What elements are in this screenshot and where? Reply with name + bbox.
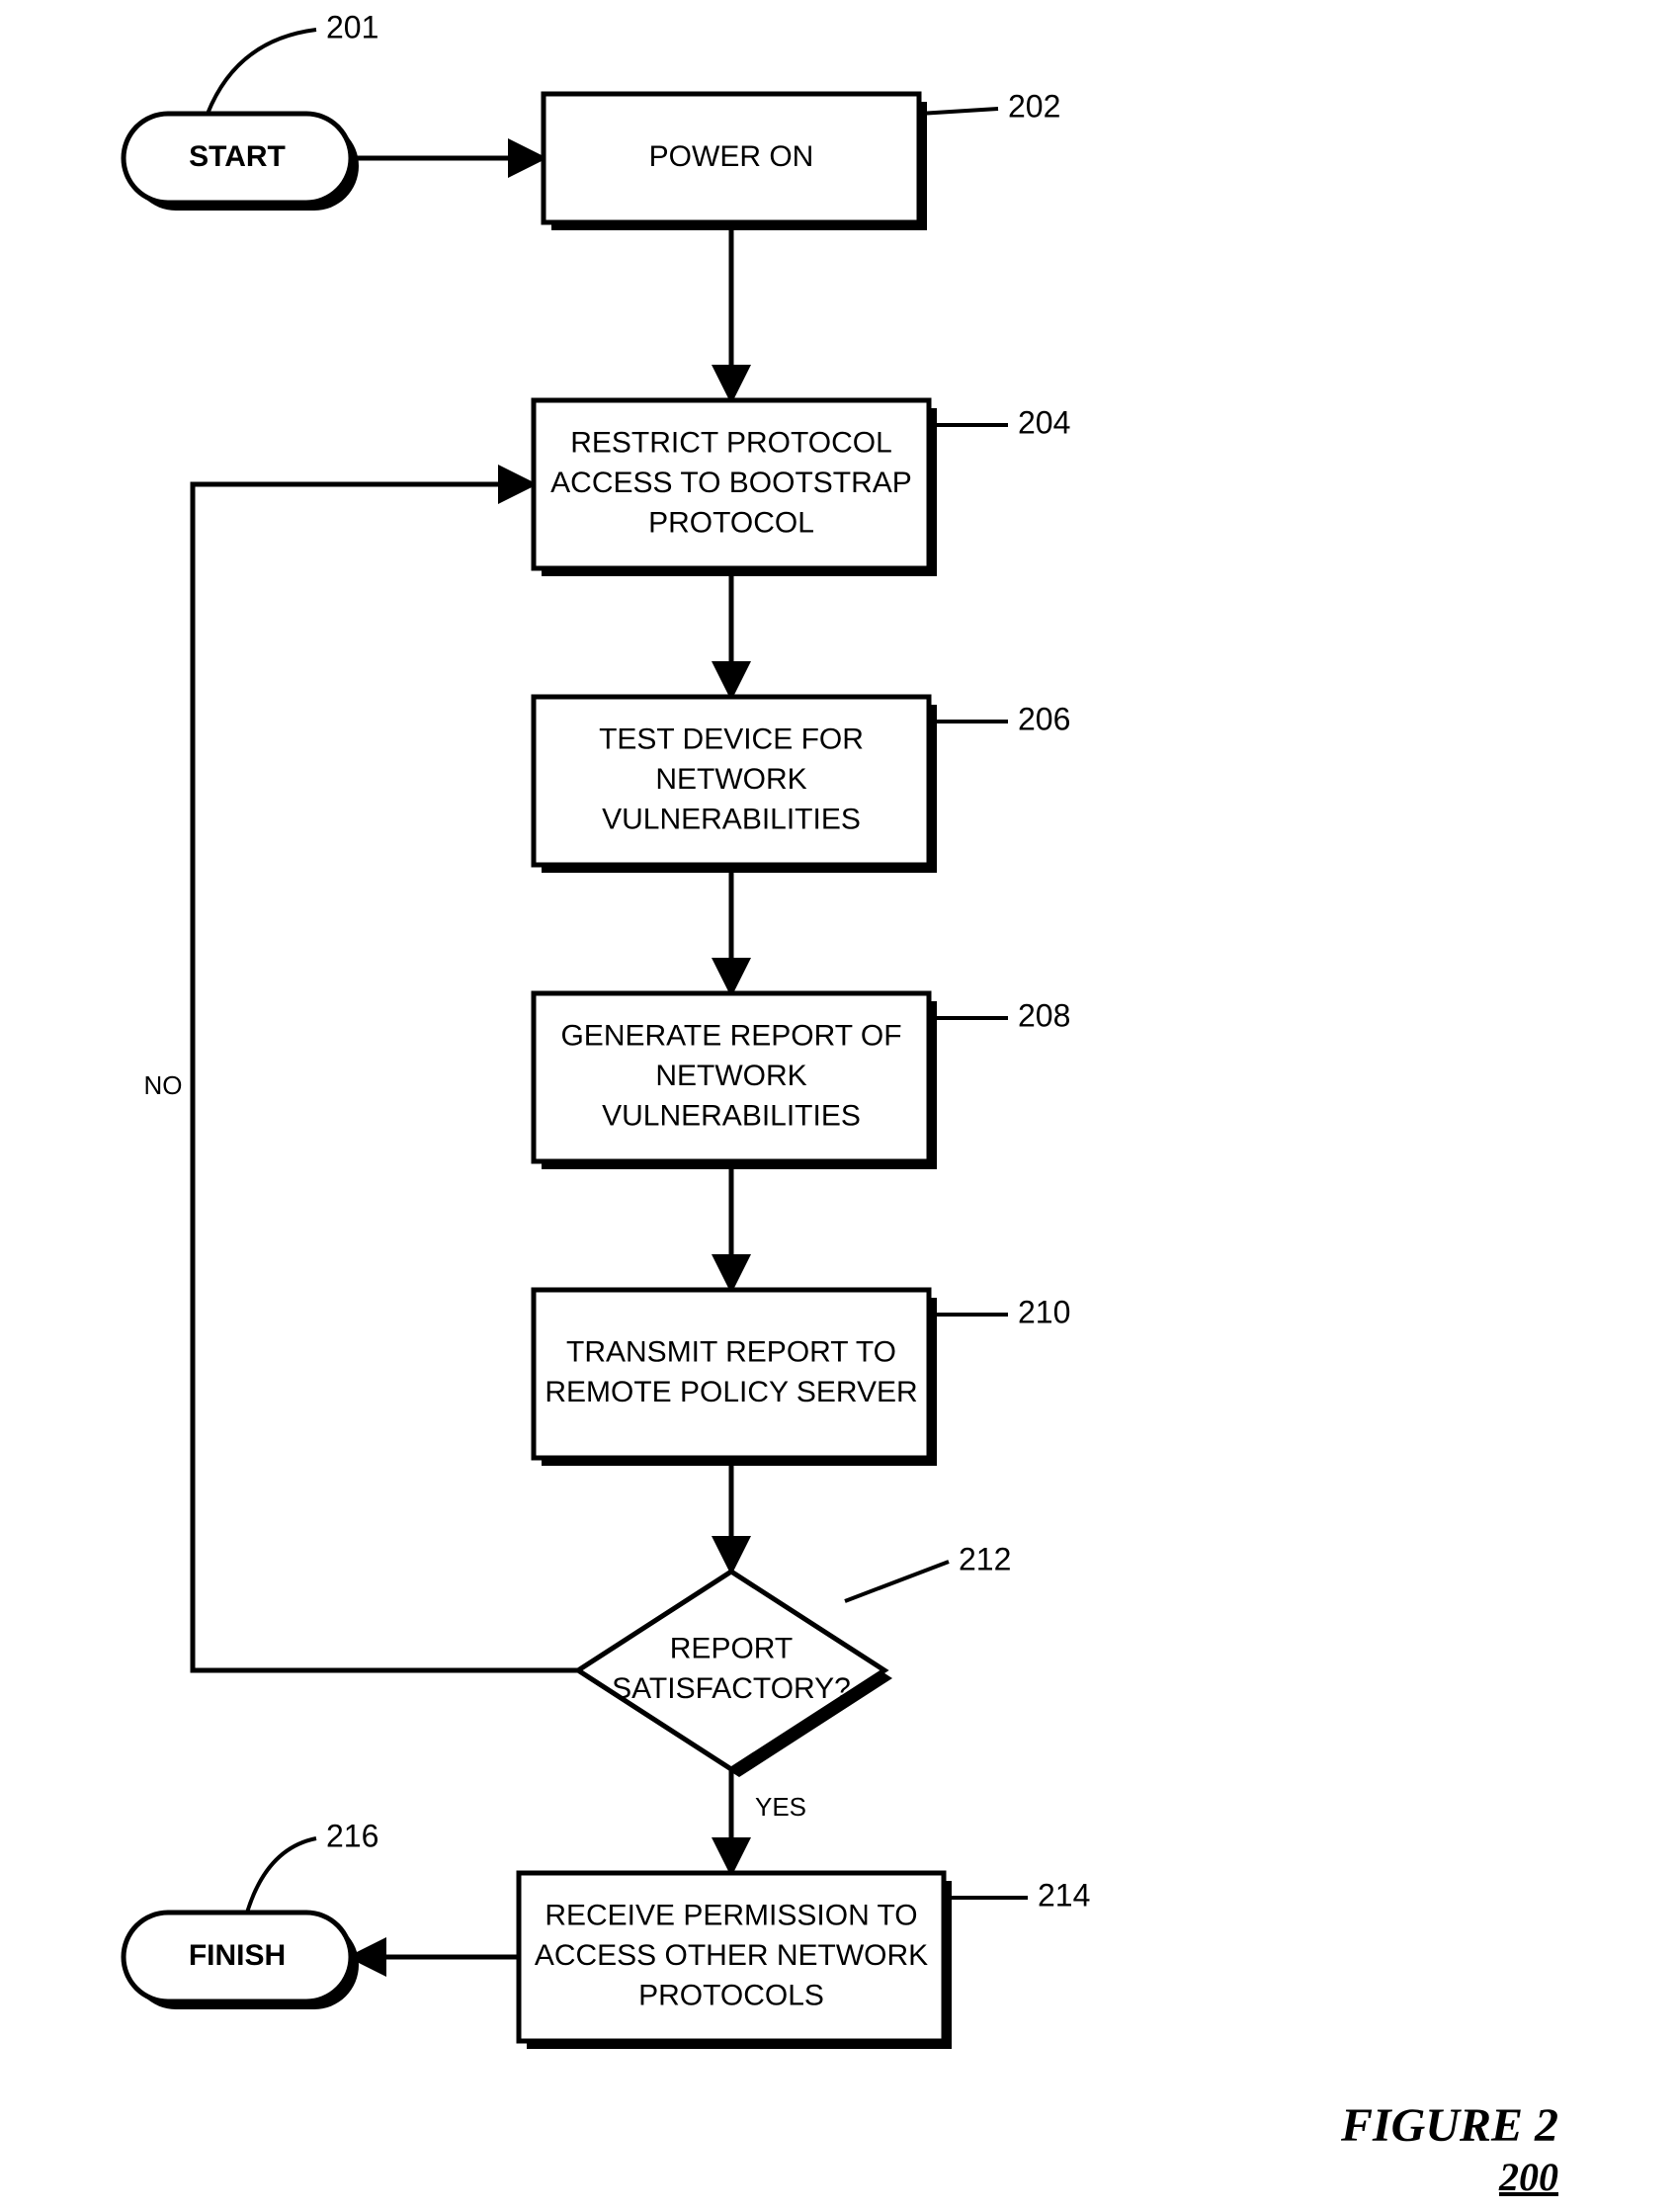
node-text: NETWORK <box>655 763 806 796</box>
node-text: TRANSMIT REPORT TO <box>566 1336 896 1369</box>
ref-leader <box>845 1562 949 1601</box>
ref-number: 210 <box>1018 1294 1070 1329</box>
ref-leader <box>919 109 998 114</box>
process-box-p210 <box>534 1290 929 1458</box>
node-text: RECEIVE PERMISSION TO <box>545 1899 917 1931</box>
node-text: TEST DEVICE FOR <box>599 723 864 755</box>
ref-leader <box>208 30 316 114</box>
node-text: VULNERABILITIES <box>602 803 861 835</box>
decision-d212 <box>578 1572 884 1769</box>
node-text: ACCESS OTHER NETWORK <box>535 1939 928 1972</box>
ref-number: 204 <box>1018 404 1070 440</box>
edge <box>193 484 578 1670</box>
ref-number: 208 <box>1018 997 1070 1033</box>
node-text: GENERATE REPORT OF <box>560 1019 901 1052</box>
node-text: POWER ON <box>649 140 814 173</box>
node-text: NETWORK <box>655 1060 806 1092</box>
ref-leader <box>247 1838 316 1913</box>
flowchart-canvas: YES NO START FINISH POWER ON RESTRICT PROTOC… <box>0 0 1677 2212</box>
page: YES NO START FINISH POWER ON RESTRICT PROTOC… <box>0 0 1677 2212</box>
figure-caption: FIGURE 2 <box>1341 2098 1558 2153</box>
terminator-label-start: START <box>189 140 286 173</box>
figure-ref-number: 200 <box>1499 2154 1558 2200</box>
ref-number: 202 <box>1008 88 1060 124</box>
ref-number: 201 <box>326 9 378 44</box>
node-text: REPORT <box>670 1633 793 1665</box>
ref-number: 212 <box>959 1541 1011 1576</box>
ref-number: 214 <box>1038 1877 1090 1913</box>
node-text: ACCESS TO BOOTSTRAP <box>550 467 912 499</box>
ref-number: 206 <box>1018 701 1070 736</box>
edge-label: YES <box>755 1792 806 1822</box>
node-text: VULNERABILITIES <box>602 1099 861 1132</box>
terminator-label-finish: FINISH <box>189 1939 286 1972</box>
node-text: PROTOCOL <box>648 506 814 539</box>
edge-label: NO <box>144 1070 183 1100</box>
node-text: PROTOCOLS <box>638 1979 824 2011</box>
node-text: RESTRICT PROTOCOL <box>570 426 892 459</box>
ref-number: 216 <box>326 1818 378 1853</box>
node-text: SATISFACTORY? <box>612 1672 851 1705</box>
node-text: REMOTE POLICY SERVER <box>545 1376 917 1408</box>
